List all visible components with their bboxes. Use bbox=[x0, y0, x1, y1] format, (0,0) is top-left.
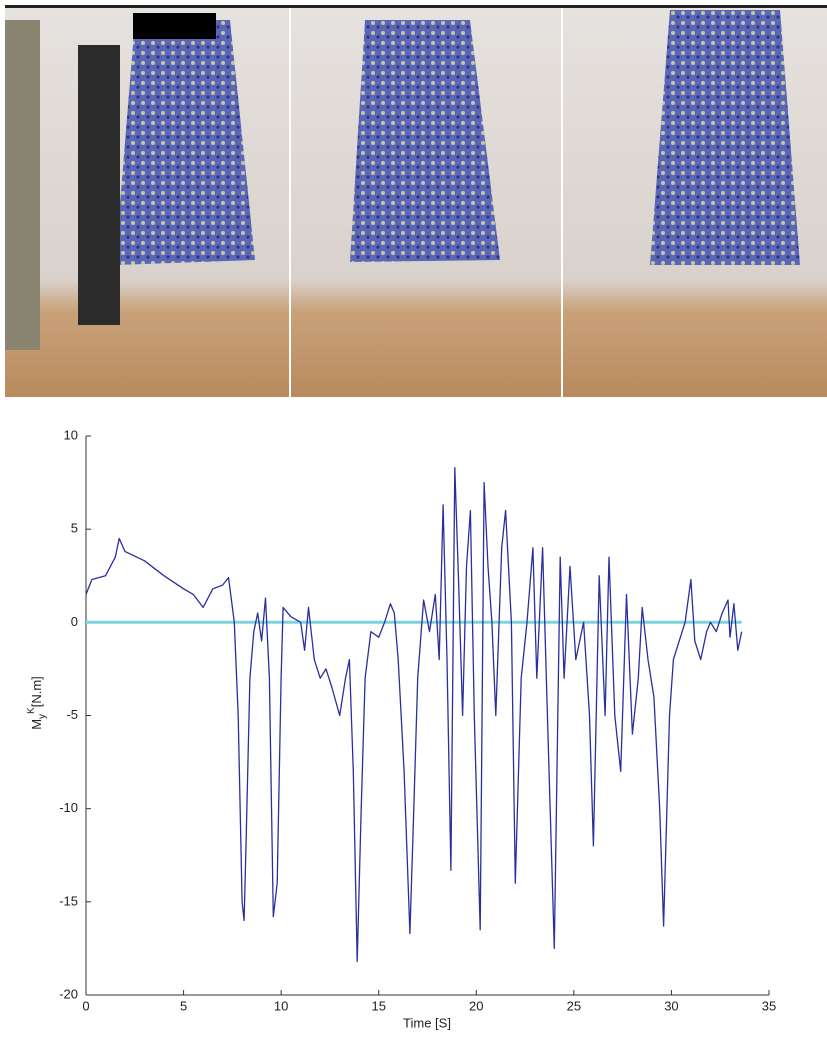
person bbox=[350, 20, 500, 262]
x-axis-label: Time [S] bbox=[403, 1015, 451, 1030]
redaction bbox=[133, 13, 216, 39]
x-tick-label: 10 bbox=[274, 998, 288, 1013]
x-tick-label: 15 bbox=[371, 998, 385, 1013]
x-tick-label: 0 bbox=[82, 998, 89, 1013]
y-tick-label: -10 bbox=[59, 800, 78, 815]
y-tick-label: 10 bbox=[64, 427, 78, 442]
y-axis-label: MyK[N.m] bbox=[26, 676, 48, 730]
x-tick-label: 35 bbox=[762, 998, 776, 1013]
person bbox=[78, 45, 120, 325]
x-tick-label: 30 bbox=[664, 998, 678, 1013]
y-tick-label: -5 bbox=[66, 707, 78, 722]
photo-border bbox=[5, 5, 827, 8]
y-tick-label: 5 bbox=[71, 521, 78, 536]
x-tick-label: 5 bbox=[180, 998, 187, 1013]
y-tick-label: -15 bbox=[59, 893, 78, 908]
person bbox=[5, 20, 40, 350]
data-line bbox=[85, 467, 743, 963]
photo-strip bbox=[5, 5, 827, 397]
x-tick-label: 20 bbox=[469, 998, 483, 1013]
x-tick-label: 25 bbox=[567, 998, 581, 1013]
person bbox=[650, 10, 800, 265]
y-tick-label: 0 bbox=[71, 614, 78, 629]
person bbox=[115, 20, 255, 265]
y-tick-label: -20 bbox=[59, 986, 78, 1001]
